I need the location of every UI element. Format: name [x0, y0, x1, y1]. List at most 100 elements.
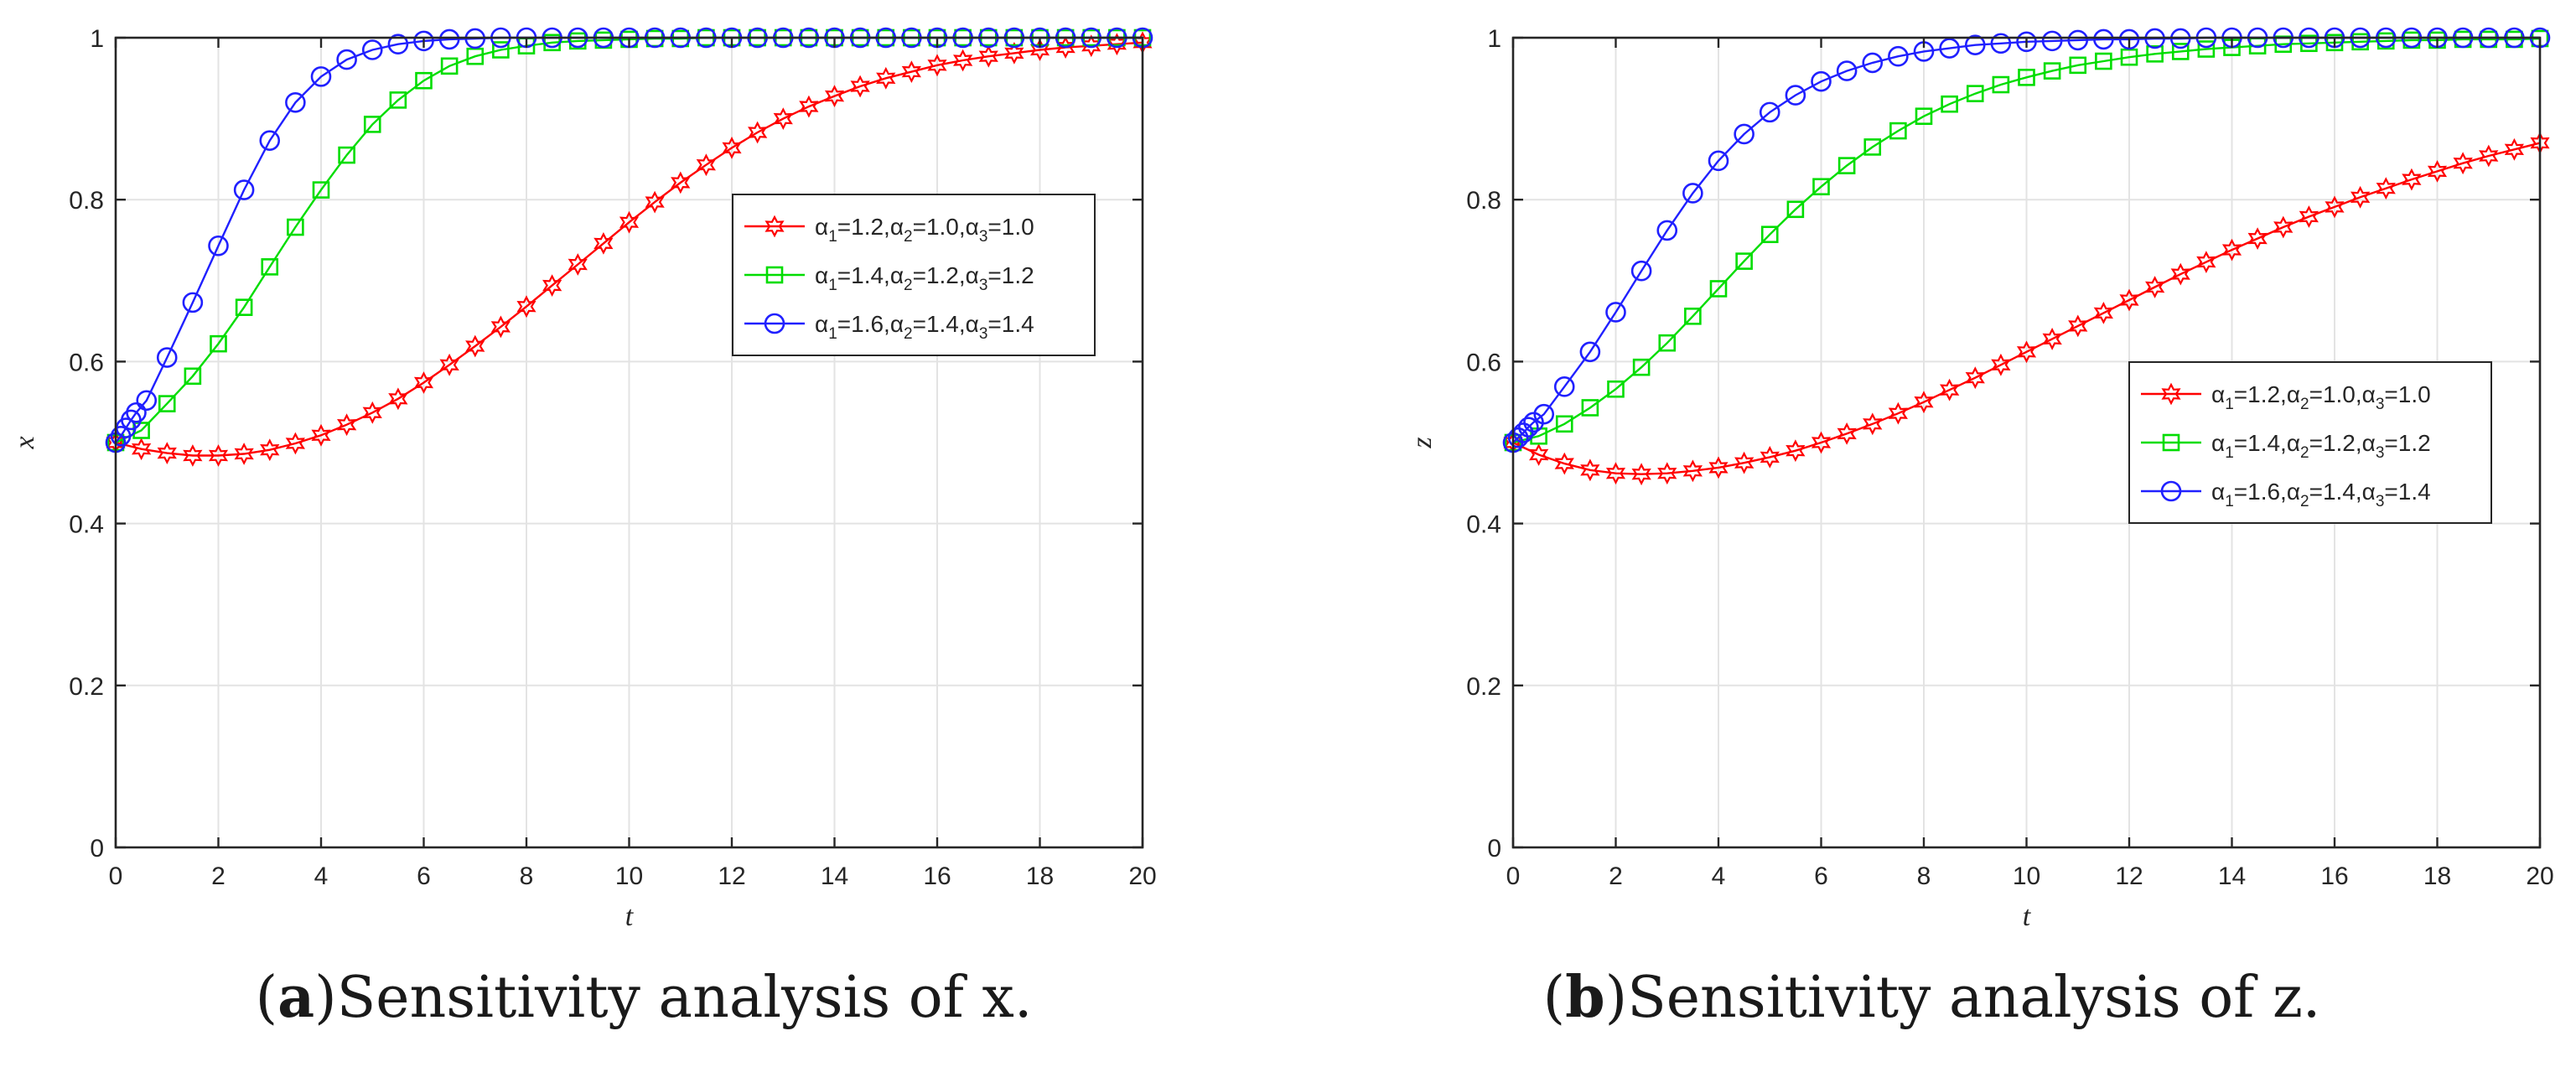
data-point — [1682, 459, 1703, 483]
series-line — [1512, 142, 2541, 475]
data-point — [336, 49, 357, 70]
data-point — [1812, 178, 1830, 196]
data-point — [2453, 152, 2473, 175]
y-tick-label: 0.8 — [69, 187, 104, 215]
data-point — [1580, 458, 1600, 482]
y-tick-label: 0.6 — [1466, 349, 1501, 376]
data-point — [799, 95, 819, 118]
data-point — [1630, 260, 1652, 282]
data-point — [1631, 463, 1651, 486]
data-point — [1518, 417, 1539, 438]
data-point — [1863, 412, 1883, 436]
data-point — [1964, 34, 1986, 55]
data-point — [850, 75, 870, 98]
data-point — [1734, 123, 1754, 145]
data-point — [1915, 107, 1933, 126]
y-tick-label: 0.8 — [1466, 187, 1501, 215]
data-point — [2042, 328, 2062, 350]
data-point — [2351, 185, 2371, 209]
data-point — [2196, 251, 2216, 273]
y-tick-label: 0 — [1487, 835, 1501, 862]
chart-panel-z: 0 2 4 6 8 10 12 14 16 18 20 0 0.2 0.4 0.6 0.8 1 t z α1=1.2,… — [1407, 25, 2554, 932]
data-point — [1533, 403, 1555, 425]
x-tick-label: 20 — [2526, 862, 2553, 890]
data-point — [2119, 288, 2139, 312]
caption-a-text: Sensitivity analysis of x. — [336, 965, 1033, 1031]
data-point — [132, 438, 152, 461]
legend-marker — [2162, 433, 2180, 452]
y-tick-label: 1 — [90, 25, 104, 53]
data-point — [2247, 227, 2268, 250]
data-point — [363, 116, 381, 133]
data-point — [1759, 101, 1780, 123]
data-point — [773, 107, 793, 130]
data-point — [337, 413, 357, 437]
legend-label: α1=1.4,α2=1.2,α3=1.2 — [2211, 430, 2431, 462]
data-point — [261, 258, 279, 276]
data-point — [1991, 353, 2011, 376]
data-point — [183, 444, 203, 467]
data-point — [1786, 439, 1806, 463]
x-tick-label: 0 — [1506, 862, 1521, 890]
data-point — [1966, 85, 1984, 102]
data-point — [1914, 391, 1934, 414]
data-point — [208, 235, 229, 256]
data-point — [1760, 225, 1779, 244]
data-point — [438, 28, 460, 50]
y-tick-label: 0.4 — [1466, 511, 1501, 539]
data-point — [1811, 431, 1832, 454]
data-point — [2273, 215, 2294, 239]
data-point — [1965, 366, 1985, 390]
x-tick-label: 2 — [211, 862, 225, 890]
x-tick-label: 6 — [1814, 862, 1828, 890]
data-point — [542, 274, 562, 297]
x-tick-label: 6 — [417, 862, 431, 890]
data-point — [1889, 122, 1907, 140]
data-point — [285, 432, 305, 455]
x-tick-label: 14 — [821, 862, 848, 890]
data-point — [1708, 150, 1729, 172]
y-tick-label: 0 — [90, 835, 104, 862]
data-point — [978, 44, 998, 68]
data-point — [2504, 137, 2524, 161]
caption-b: (b)Sensitivity analysis of z. — [1542, 964, 2321, 1031]
data-point — [1682, 183, 1703, 204]
x-tick-label: 16 — [923, 862, 951, 890]
data-point — [1760, 446, 1780, 469]
data-point — [1605, 462, 1626, 485]
data-point — [492, 41, 510, 59]
data-point — [1862, 52, 1884, 74]
legend-label: α1=1.6,α2=1.4,α3=1.4 — [815, 311, 1034, 343]
data-point — [1990, 33, 2012, 54]
y-tick-label: 0.2 — [69, 673, 104, 701]
data-point — [1684, 308, 1702, 325]
data-point — [259, 130, 281, 151]
data-point — [208, 444, 229, 467]
data-point — [234, 443, 254, 465]
x-tick-label: 10 — [615, 862, 643, 890]
data-point — [1811, 70, 1832, 92]
data-point — [1708, 456, 1729, 479]
data-point — [210, 334, 227, 353]
data-point — [1709, 280, 1728, 298]
data-point — [415, 71, 433, 90]
data-point — [953, 49, 973, 72]
legend-label: α1=1.4,α2=1.2,α3=1.2 — [815, 262, 1034, 294]
y-tick-label: 0.2 — [1466, 673, 1501, 701]
data-point — [1735, 252, 1753, 270]
x-axis-label: t — [2023, 901, 2032, 932]
data-point — [1863, 138, 1882, 156]
data-point — [158, 395, 176, 412]
data-point — [490, 315, 511, 339]
legend-marker — [765, 266, 784, 284]
data-point — [2016, 340, 2037, 364]
data-point — [287, 218, 304, 236]
data-point — [2145, 276, 2165, 298]
x-tick-label: 18 — [2423, 862, 2451, 890]
data-point — [285, 91, 306, 113]
data-point — [1658, 334, 1677, 352]
data-point — [156, 347, 178, 368]
x-tick-label: 14 — [2218, 862, 2246, 890]
data-point — [2170, 262, 2190, 286]
data-point — [2095, 52, 2112, 70]
